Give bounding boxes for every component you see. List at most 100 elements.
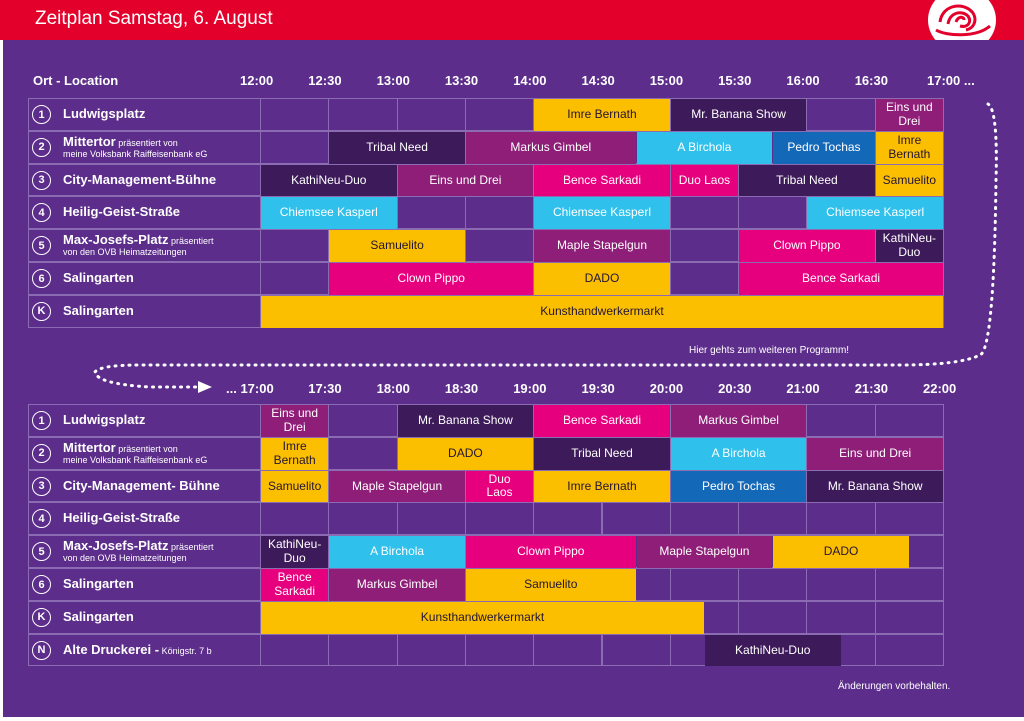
event-block[interactable]: KathiNeu-Duo [261, 164, 397, 197]
event-block[interactable]: Pedro Tochas [670, 470, 807, 503]
event-block[interactable]: Imre Bernath [875, 131, 943, 164]
event-block[interactable]: A Birchola [329, 536, 465, 568]
event-block[interactable]: Eins und Drei [875, 99, 943, 131]
event-label: Mr. Banana Show [418, 413, 513, 427]
time-header: 15:30 [718, 73, 752, 88]
event-label: Bernath [888, 146, 931, 161]
event-label: Drei [283, 419, 306, 434]
time-header: 19:30 [581, 381, 615, 396]
location-name: Salingarten [63, 303, 134, 318]
grid-cell [396, 196, 466, 230]
event-block[interactable]: Markus Gimbel [465, 131, 636, 164]
time-header: 18:00 [376, 381, 410, 396]
event-block[interactable]: DADO [773, 536, 909, 568]
grid-cell [806, 404, 876, 437]
event-label: Imre [282, 438, 307, 453]
grid-cell [328, 502, 398, 536]
event-block[interactable]: Maple Stapelgun [329, 470, 465, 503]
event-block[interactable]: Bence Sarkadi [261, 569, 329, 601]
event-block[interactable]: Duo Laos [670, 164, 739, 197]
event-block[interactable]: Pedro Tochas [773, 131, 875, 164]
event-label: Chiemsee Kasperl [826, 205, 925, 220]
event-block[interactable]: Duo Laos [465, 470, 534, 503]
event-block[interactable]: Maple Stapelgun [636, 536, 773, 568]
event-block[interactable]: KathiNeu-Duo [704, 634, 841, 667]
event-label: Samuelito [882, 172, 937, 187]
grid-cell [464, 502, 535, 536]
event-block[interactable]: Eins und Drei [261, 405, 329, 437]
event-block[interactable]: DADO [534, 263, 670, 295]
event-block[interactable]: Chiemsee Kasperl [807, 197, 943, 230]
time-header: 15:00 [649, 73, 684, 88]
grid-cell [533, 502, 603, 536]
event-label: Mr. Banana Show [691, 107, 786, 121]
event-label: Samuelito [267, 478, 322, 493]
event-label: Eins und [271, 406, 318, 421]
location-cell [28, 568, 260, 601]
event-block[interactable]: Imre Bernath [534, 99, 670, 131]
event-block[interactable]: Markus Gimbel [329, 569, 465, 601]
location-badge-icon: 5 [32, 236, 51, 256]
event-block[interactable]: Mr. Banana Show [397, 405, 534, 437]
event-block[interactable]: Tribal Need [534, 437, 670, 470]
event-block[interactable]: Bence Sarkadi [534, 164, 670, 197]
event-block[interactable]: Mr. Banana Show [670, 99, 807, 131]
event-block[interactable]: Samuelito [465, 569, 636, 601]
event-block[interactable]: Bence Sarkadi [534, 405, 670, 437]
location-subtitle: meine Volksbank Raiffeisenbank eG [63, 454, 208, 465]
event-block[interactable]: Kunsthandwerkermarkt [261, 601, 704, 634]
event-block[interactable]: Mr. Banana Show [807, 470, 943, 503]
location-name-text: Alte Druckerei - [63, 641, 160, 657]
time-header: 17:30 [308, 381, 342, 396]
event-block[interactable]: Bence Sarkadi [739, 263, 943, 295]
event-block[interactable]: Samuelito [261, 470, 329, 503]
event-block[interactable]: Eins und Drei [807, 437, 943, 470]
location-name-text: Heilig-Geist-Straße [63, 204, 181, 220]
header-bar: Zeitplan Samstag, 6. August [0, 0, 1024, 40]
event-block[interactable]: KathiNeu-Duo [875, 230, 943, 262]
event-block[interactable]: Samuelito [875, 164, 943, 197]
event-block[interactable]: Chiemsee Kasperl [261, 197, 397, 230]
event-block[interactable]: Samuelito [329, 230, 465, 262]
grid-cell [669, 568, 740, 601]
event-label: KathiNeu- [267, 537, 322, 552]
event-block[interactable]: Clown Pippo [329, 263, 534, 295]
event-block[interactable]: Tribal Need [739, 164, 875, 197]
grid-cell [669, 229, 740, 262]
event-block[interactable]: Markus Gimbel [670, 405, 807, 437]
event-block[interactable]: Tribal Need [329, 131, 465, 164]
grid-cell [874, 502, 944, 536]
event-block[interactable]: A Birchola [636, 131, 773, 164]
location-suffix: Königstr. 7 b [159, 645, 212, 656]
time-header: 20:30 [718, 381, 752, 396]
event-block[interactable]: Imre Bernath [534, 470, 670, 503]
event-block[interactable]: DADO [397, 437, 534, 470]
event-label: Tribal Need [776, 172, 838, 187]
grid-cell [260, 130, 330, 164]
location-name: Ludwigsplatz [63, 412, 145, 427]
event-block[interactable]: Maple Stapelgun [534, 230, 670, 262]
event-label: Maple Stapelgun [352, 478, 443, 493]
location-cell [28, 98, 260, 131]
event-block[interactable]: Chiemsee Kasperl [534, 197, 670, 230]
event-label: Maple Stapelgun [659, 544, 750, 559]
location-cell [28, 633, 260, 667]
event-block[interactable]: Clown Pippo [465, 536, 636, 568]
grid-cell [533, 633, 603, 667]
event-block[interactable]: Kunsthandwerkermarkt [261, 295, 943, 328]
grid-cell [464, 229, 535, 262]
location-name: City-Management- Bühne [63, 478, 220, 493]
location-name-text: Ludwigsplatz [63, 412, 146, 427]
event-label: A Birchola [711, 445, 766, 460]
event-block[interactable]: A Birchola [670, 437, 807, 470]
event-block[interactable]: Eins und Drei [397, 164, 534, 197]
location-suffix: präsentiert [168, 542, 214, 553]
time-header: 14:00 [513, 73, 547, 88]
event-block[interactable]: Clown Pippo [739, 230, 875, 262]
event-label: Duo Laos [678, 172, 731, 187]
event-block[interactable]: Imre Bernath [261, 437, 329, 470]
event-block[interactable]: KathiNeu-Duo [261, 536, 329, 568]
location-name-text: City-Management-Bühne [63, 171, 217, 187]
location-name-text: Ludwigsplatz [63, 106, 146, 121]
event-label: Mr. Banana Show [827, 478, 923, 493]
